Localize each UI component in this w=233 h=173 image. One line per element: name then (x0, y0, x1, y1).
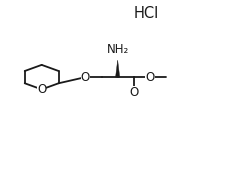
Text: NH₂: NH₂ (106, 43, 129, 56)
Polygon shape (116, 60, 120, 77)
Text: O: O (81, 71, 90, 84)
Text: O: O (145, 71, 154, 84)
Text: HCl: HCl (134, 6, 159, 21)
Text: O: O (37, 83, 46, 96)
Text: O: O (129, 86, 138, 99)
